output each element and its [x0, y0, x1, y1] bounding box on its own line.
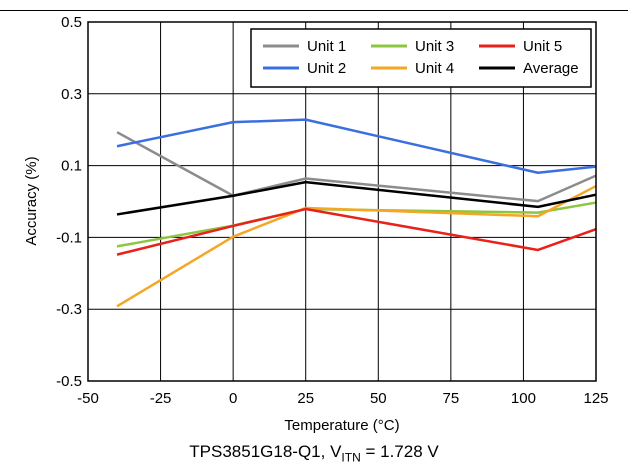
y-tick-label: -0.5 [56, 373, 82, 390]
caption-subscript: ITN [341, 450, 361, 465]
legend-label: Unit 2 [307, 60, 346, 77]
legend: Unit 1 Unit 3 Unit 5 Unit 2 Unit 4 Average [250, 28, 592, 88]
x-tick-label: -50 [77, 390, 99, 407]
y-tick-label: 0.3 [61, 86, 82, 103]
x-tick-label: 50 [370, 390, 387, 407]
x-axis-label: Temperature (°C) [284, 417, 399, 434]
y-axis-label: Accuracy (%) [23, 156, 40, 245]
top-rule [0, 10, 628, 11]
chart-caption: TPS3851G18-Q1, VITN = 1.728 V [0, 442, 628, 464]
series-line [116, 180, 597, 216]
series-lines [116, 118, 597, 308]
y-tick-label: -0.3 [56, 301, 82, 318]
legend-label: Average [523, 60, 579, 77]
x-tick-label: 75 [443, 390, 460, 407]
x-tick-labels: -50 -25 0 25 50 75 100 125 [77, 390, 608, 407]
legend-box [250, 28, 592, 88]
x-tick-label: -25 [150, 390, 172, 407]
series-line [116, 118, 597, 175]
legend-label: Unit 4 [415, 60, 454, 77]
y-tick-labels: -0.5 -0.3 -0.1 0.1 0.3 0.5 [56, 14, 82, 390]
caption-main: TPS3851G18-Q1, V [189, 442, 342, 461]
x-tick-label: 0 [229, 390, 237, 407]
x-tick-label: 100 [511, 390, 536, 407]
series-line [116, 131, 597, 203]
plot-frame [87, 21, 597, 382]
legend-label: Unit 3 [415, 38, 454, 55]
series-line [116, 207, 597, 256]
caption-tail: = 1.728 V [360, 442, 439, 461]
x-tick-label: 125 [583, 390, 608, 407]
y-tick-label: 0.5 [61, 14, 82, 31]
legend-label: Unit 5 [523, 38, 562, 55]
y-tick-label: -0.1 [56, 229, 82, 246]
y-tick-label: 0.1 [61, 158, 82, 175]
legend-label: Unit 1 [307, 38, 346, 55]
x-tick-label: 25 [297, 390, 314, 407]
